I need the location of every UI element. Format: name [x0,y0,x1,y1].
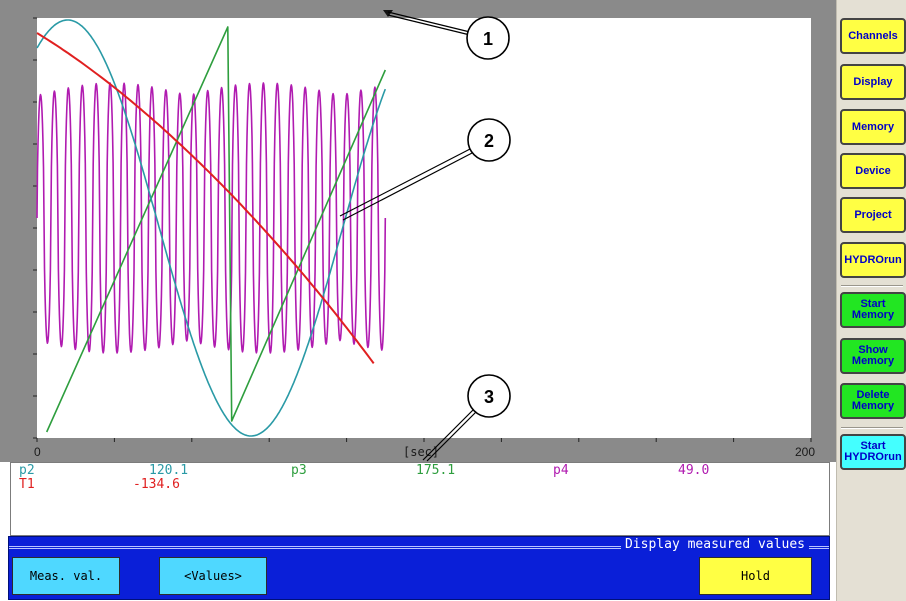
cursor-marker-icon[interactable] [383,10,393,17]
series-p4-line [36,19,387,437]
callout-3-circle [467,374,511,418]
meas-val-button[interactable]: Meas. val. [12,557,120,595]
callout-2-leader-b [342,151,475,221]
sidebar-separator [841,285,903,287]
display-button[interactable]: Display [840,64,906,100]
values-button[interactable]: <Values> [159,557,267,595]
project-button[interactable]: Project [840,197,906,233]
callout-3-label: 3 [484,387,494,407]
x-tick-label-200: 200 [795,445,815,459]
callout-2-leader [339,147,473,217]
sidebar-menu: Channels Display Memory Device Project H… [836,0,906,601]
hold-button[interactable]: Hold [699,557,812,595]
p2-value: 120.1 [149,463,189,478]
callout-1-leader-b [387,11,471,33]
callout-1-label: 1 [483,29,493,49]
device-button[interactable]: Device [840,153,906,189]
show-memory-button[interactable]: Show Memory [840,338,906,374]
series-p3-line [45,26,387,433]
chart: 0 [sec] 200 1 2 3 [33,10,815,462]
p4-value: 49.0 [678,463,710,478]
callout-2-label: 2 [484,131,494,151]
callout-3-leader [422,407,476,461]
sidebar-separator-2 [841,427,903,429]
callout-3-leader-b [426,410,478,462]
panel-title: Display measured values [620,537,809,552]
memory-button[interactable]: Memory [840,109,906,145]
plot-frame: 0 [sec] 200 1 2 3 [0,0,836,462]
p2-label: p2 [19,463,35,478]
series-t1-line [36,32,375,364]
callout-1-leader [387,14,471,36]
start-memory-button[interactable]: Start Memory [840,292,906,328]
channels-button[interactable]: Channels [840,18,906,54]
x-tick-label-0: 0 [34,445,41,459]
callout-2-circle [467,118,511,162]
x-axis-unit-label: [sec] [403,445,439,459]
t1-value: -134.6 [133,477,180,492]
plot-area[interactable] [37,18,811,438]
measured-values-panel: Display measured values Meas. val. <Valu… [8,536,830,600]
p3-value: 175.1 [416,463,456,478]
p3-label: p3 [291,463,307,478]
delete-memory-button[interactable]: Delete Memory [840,383,906,419]
t1-label: T1 [19,477,35,492]
start-hydrorun-button[interactable]: Start HYDROrun [840,434,906,470]
panel-title-rule [9,546,829,549]
measured-values-readout: p2 120.1 p3 175.1 p4 49.0 T1 -134.6 [10,462,830,536]
p4-label: p4 [553,463,569,478]
hydrorun-button[interactable]: HYDROrun [840,242,906,278]
callout-1-circle [466,16,510,60]
series-p2-line [36,82,387,354]
